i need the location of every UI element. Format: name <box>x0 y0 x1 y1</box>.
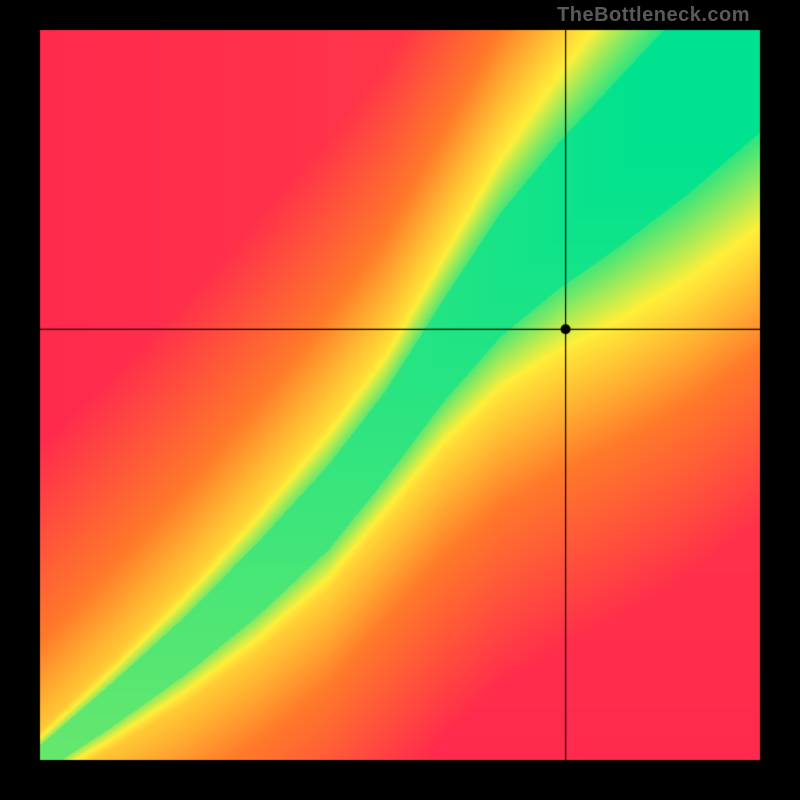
bottleneck-heatmap <box>0 0 800 800</box>
attribution-label: TheBottleneck.com <box>557 4 750 27</box>
